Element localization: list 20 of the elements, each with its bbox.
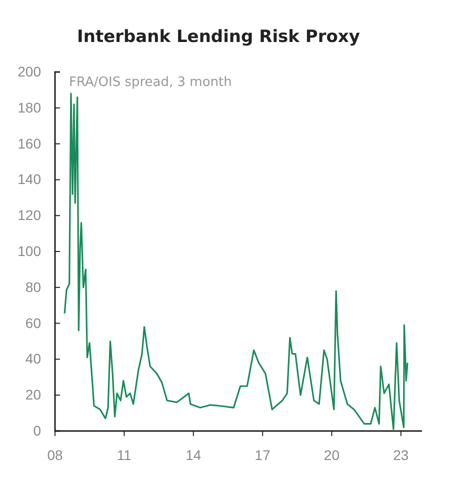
x-tick-label: 23 [393,446,409,463]
y-tick-label: 60 [25,314,42,331]
y-tick-label: 0 [33,422,42,438]
x-tick-label: 08 [47,446,63,463]
y-tick-label: 200 [18,63,42,80]
y-tick-label: 20 [25,386,42,403]
x-tick-label: 20 [324,446,340,463]
y-tick-label: 120 [18,207,42,224]
y-tick-label: 40 [25,350,42,367]
x-tick-label: 14 [186,446,202,463]
line-series [64,92,408,430]
x-tick-label: 11 [116,446,132,463]
chart-title: Interbank Lending Risk Proxy [77,27,360,47]
y-tick-label: 140 [18,171,42,188]
y-tick-label: 160 [18,135,42,152]
x-tick-label: 17 [254,446,271,463]
y-tick-label: 180 [18,99,42,116]
annotation: FRA/OIS spread, 3 month [69,75,232,90]
y-tick-label: 80 [25,278,42,295]
y-tick-label: 100 [18,242,42,259]
